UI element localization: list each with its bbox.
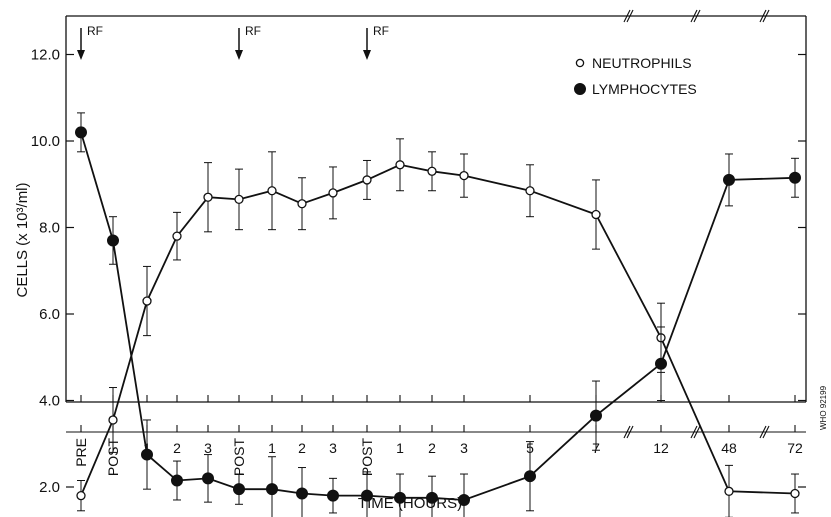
series-neutrophils [76,138,800,517]
axis-break-mark [759,425,767,439]
watermark: WHO 92199 [819,385,828,430]
series-line-neutrophils [80,163,796,496]
x-tick-label: 12 [653,440,669,456]
axis-break-mark [762,425,770,439]
axis-break-mark [626,9,634,23]
rf-annotation-label: RF [245,24,261,38]
data-point-neutrophils [427,166,437,176]
rf-annotation-label: RF [373,24,389,38]
data-point-lymphocytes [655,357,667,370]
x-axis-label: TIME (HOURS) [358,495,462,512]
data-point-neutrophils [203,192,213,202]
data-point-lymphocytes [394,491,406,504]
data-point-lymphocytes [361,489,373,502]
x-tick-label: 48 [721,440,737,456]
series-lymphocytes [75,112,801,517]
rf-arrow-head [363,50,371,60]
x-tick-label: 3 [460,440,468,456]
data-point-neutrophils [591,209,601,220]
axis-break-mark [690,9,698,23]
data-point-lymphocytes [171,474,183,487]
y-axis: 2.0 4.0 6.0 8.0 10.0 12.0 [31,47,806,496]
data-point-neutrophils [142,296,152,306]
x-tick-label: 2 [173,440,181,456]
data-point-lymphocytes [327,489,339,502]
legend-marker-neutrophils [575,58,585,68]
data-point-neutrophils [297,199,307,209]
rf-annotation-label: RF [87,24,103,38]
data-point-neutrophils [459,170,469,181]
data-point-lymphocytes [233,483,245,496]
data-point-lymphocytes [141,448,153,461]
data-point-lymphocytes [107,234,119,247]
x-tick-label: 2 [298,440,306,456]
axis-break-mark [762,9,770,23]
x-tick-label: 1 [268,440,276,456]
data-point-lymphocytes [789,171,801,184]
axis-break-mark [693,9,701,23]
axis-break-mark [623,9,631,23]
axis-break-mark [623,425,631,439]
data-point-neutrophils [108,415,118,425]
rf-annotations: RF RF RF [77,24,389,60]
x-axis: PREPOST123POST123POST12357124872 [73,395,803,476]
data-point-neutrophils [267,186,277,196]
data-point-neutrophils [328,188,338,198]
legend-label-lymphocytes: LYMPHOCYTES [592,81,697,97]
data-point-neutrophils [395,160,405,170]
x-tick-label: 3 [204,440,212,456]
data-point-lymphocytes [524,470,536,483]
x-tick-label: 1 [396,440,404,456]
data-point-lymphocytes [266,483,278,496]
data-point-neutrophils [790,488,800,499]
axis-break-mark [626,425,634,439]
legend: NEUTROPHILS LYMPHOCYTES [574,55,697,97]
y-tick-label: 10.0 [31,133,60,150]
rf-arrow-head [235,50,243,60]
axis-break-mark [690,425,698,439]
x-tick-label: POST [231,438,247,477]
x-tick-label: POST [359,438,375,477]
data-point-lymphocytes [723,173,735,186]
data-point-neutrophils [172,231,182,241]
data-point-neutrophils [234,194,244,205]
x-tick-label: PRE [73,438,89,467]
x-tick-label: 3 [329,440,337,456]
data-point-lymphocytes [202,472,214,485]
y-axis-label: CELLS (x 10³/ml) [14,182,31,297]
y-tick-label: 4.0 [39,393,60,410]
data-point-lymphocytes [590,409,602,422]
plot-frame [65,9,807,439]
x-tick-label: 2 [428,440,436,456]
data-point-lymphocytes [75,126,87,139]
x-tick-label: 72 [787,440,803,456]
data-point-lymphocytes [296,487,308,500]
y-tick-label: 12.0 [31,47,60,64]
y-tick-label: 6.0 [39,306,60,323]
series-line-lymphocytes [80,132,796,501]
data-point-neutrophils [76,490,86,501]
legend-label-neutrophils: NEUTROPHILS [592,55,692,71]
data-point-neutrophils [724,486,734,496]
axis-break-mark [759,9,767,23]
rf-arrow-head [77,50,85,60]
data-point-neutrophils [525,186,535,196]
axis-break-mark [693,425,701,439]
data-point-lymphocytes [458,493,470,506]
x-tick-label: POST [105,438,121,477]
data-point-lymphocytes [426,491,438,504]
legend-marker-lymphocytes [574,83,586,95]
data-point-neutrophils [362,175,372,185]
y-tick-label: 8.0 [39,220,60,237]
series-layer [75,112,801,517]
y-tick-label: 2.0 [39,479,60,496]
